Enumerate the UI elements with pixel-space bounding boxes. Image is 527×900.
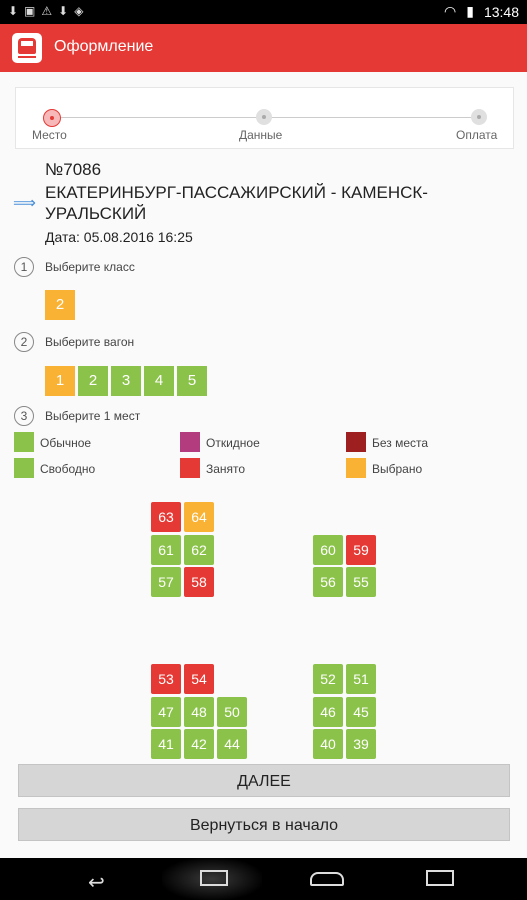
seat[interactable]: 52 (313, 664, 343, 694)
departure-date: Дата: 05.08.2016 16:25 (45, 229, 193, 245)
next-button[interactable]: ДАЛЕЕ (18, 764, 510, 797)
legend-swatch-regular (14, 432, 34, 452)
seat[interactable]: 59 (346, 535, 376, 565)
train-route: ЕКАТЕРИНБУРГ-ПАССАЖИРСКИЙ - КАМЕНСК-УРАЛ… (45, 183, 428, 223)
wagon-step-label: Выберите вагон (45, 335, 135, 349)
seat-step-label: Выберите 1 мест (45, 409, 141, 423)
page-title: Оформление (54, 38, 154, 55)
notification-icons: ⬇▣⚠⬇◈ (8, 4, 90, 18)
back-icon[interactable]: ↩ (88, 872, 105, 894)
legend-label-occupied: Занято (206, 462, 246, 476)
seat[interactable]: 62 (184, 535, 214, 565)
seat[interactable]: 54 (184, 664, 214, 694)
seat[interactable]: 46 (313, 697, 343, 727)
seat[interactable]: 60 (313, 535, 343, 565)
step-number-3: 3 (14, 406, 34, 426)
seat[interactable]: 56 (313, 567, 343, 597)
navigation-bar (0, 858, 527, 900)
class-option-2[interactable]: 2 (45, 290, 75, 320)
nav-highlight (162, 858, 262, 900)
home-icon[interactable] (310, 872, 344, 886)
legend-label-folding: Откидное (206, 436, 260, 450)
legend-label-regular: Обычное (40, 436, 92, 450)
seat[interactable]: 51 (346, 664, 376, 694)
seat[interactable]: 50 (217, 697, 247, 727)
step-label-data: Данные (239, 128, 283, 142)
recent-apps-icon[interactable] (426, 870, 454, 886)
status-bar: ⬇▣⚠⬇◈ ◠ ▮ 13:48 (0, 0, 527, 24)
seat[interactable]: 45 (346, 697, 376, 727)
wagon-option-5[interactable]: 5 (177, 366, 207, 396)
seat[interactable]: 40 (313, 729, 343, 759)
seat[interactable]: 53 (151, 664, 181, 694)
wagon-option-3[interactable]: 3 (111, 366, 141, 396)
step-label-payment: Оплата (456, 128, 498, 142)
step-number-1: 1 (14, 257, 34, 277)
legend-swatch-folding (180, 432, 200, 452)
step-label-place: Место (32, 128, 67, 142)
wagon-option-1[interactable]: 1 (45, 366, 75, 396)
seat[interactable]: 58 (184, 567, 214, 597)
legend-swatch-no-seat (346, 432, 366, 452)
wagon-option-2[interactable]: 2 (78, 366, 108, 396)
step-dot-data (256, 109, 272, 125)
seat[interactable]: 41 (151, 729, 181, 759)
legend-swatch-occupied (180, 458, 200, 478)
wagon-option-4[interactable]: 4 (144, 366, 174, 396)
legend-label-no-seat: Без места (372, 436, 429, 450)
seat[interactable]: 44 (217, 729, 247, 759)
seat[interactable]: 57 (151, 567, 181, 597)
legend-label-free: Свободно (40, 462, 96, 476)
wifi-icon: ◠ (444, 3, 457, 19)
step-dot-place (43, 109, 61, 127)
battery-icon: ▮ (466, 3, 474, 19)
screenshot-icon[interactable] (200, 870, 228, 886)
back-to-start-button[interactable]: Вернуться в начало (18, 808, 510, 841)
seat[interactable]: 55 (346, 567, 376, 597)
step-number-2: 2 (14, 332, 34, 352)
app-bar: Оформление (0, 24, 527, 72)
seat[interactable]: 42 (184, 729, 214, 759)
status-time: 13:48 (483, 3, 519, 20)
route-arrow-icon: ⟹ (13, 195, 36, 212)
legend-swatch-free (14, 458, 34, 478)
seat[interactable]: 61 (151, 535, 181, 565)
seat[interactable]: 64 (184, 502, 214, 532)
seat[interactable]: 48 (184, 697, 214, 727)
class-step-label: Выберите класс (45, 260, 135, 274)
seat[interactable]: 39 (346, 729, 376, 759)
seat[interactable]: 47 (151, 697, 181, 727)
progress-stepper: Место Данные Оплата (15, 87, 514, 149)
train-number: №7086 (45, 160, 102, 179)
seat[interactable]: 63 (151, 502, 181, 532)
legend-label-selected: Выбрано (372, 462, 423, 476)
step-dot-payment (471, 109, 487, 125)
train-app-icon[interactable] (12, 33, 42, 63)
legend-swatch-selected (346, 458, 366, 478)
